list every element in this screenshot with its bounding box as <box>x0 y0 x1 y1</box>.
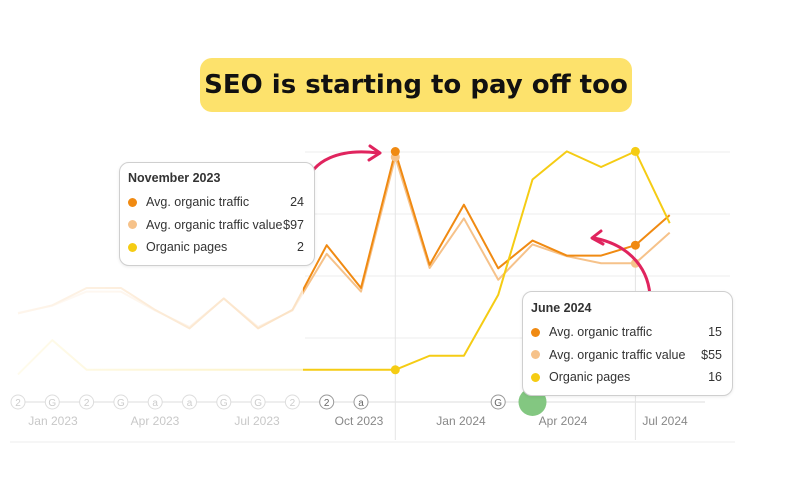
annotation-marker <box>353 394 369 410</box>
annotation-marker <box>284 394 300 410</box>
tooltip-row-traffic: Avg. organic traffic 15 <box>531 321 722 344</box>
legend-dot-icon <box>128 197 137 207</box>
annotation-marker-label: 2 <box>84 398 90 409</box>
highlight-point <box>390 365 400 375</box>
annotation-marker-label: a <box>187 398 193 409</box>
row-value: 2 <box>297 240 304 255</box>
x-tick-label: Apr 2024 <box>539 414 588 428</box>
legend-dot-icon <box>128 242 137 252</box>
annotation-marker <box>182 394 197 410</box>
row-value: 15 <box>708 325 722 340</box>
row-value: 16 <box>708 370 722 385</box>
annotation-marker <box>250 394 266 410</box>
tooltip-heading: November 2023 <box>128 171 221 185</box>
tooltip-june-2024: June 2024 Avg. organic traffic 15 Avg. or… <box>522 291 733 396</box>
annotation-marker <box>44 394 60 410</box>
arrow-head-icon <box>367 144 382 162</box>
highlight-point <box>630 240 640 250</box>
annotation-marker <box>216 394 232 410</box>
legend-dot-icon <box>531 327 540 337</box>
x-tick-label: Oct 2023 <box>335 414 384 428</box>
headline: SEO is starting to pay off too <box>200 58 632 112</box>
annotation-marker <box>79 394 95 410</box>
arrow-to-november <box>304 150 380 187</box>
row-value: 24 <box>290 195 304 210</box>
highlight-point <box>630 146 640 156</box>
row-value: $97 <box>283 217 304 232</box>
row-label: Avg. organic traffic value <box>146 217 283 232</box>
highlight-point <box>390 147 400 157</box>
x-tick-label: Jul 2023 <box>234 414 280 428</box>
tooltip-row-value: Avg. organic traffic value $55 <box>531 344 722 367</box>
annotation-marker-label: G <box>117 398 125 409</box>
annotation-marker-label: G <box>48 398 56 409</box>
legend-dot-icon <box>128 220 137 230</box>
annotation-marker-label: a <box>152 398 158 409</box>
tooltip-row-pages: Organic pages 16 <box>531 366 722 389</box>
tooltip-november-2023: November 2023 Avg. organic traffic 24 Avg… <box>119 162 315 266</box>
annotation-marker-label: a <box>358 398 364 409</box>
tooltip-heading: June 2024 <box>531 301 592 315</box>
legend-dot-icon <box>531 350 540 360</box>
annotation-marker <box>113 394 129 410</box>
annotation-marker <box>147 394 163 410</box>
legend-dot-icon <box>531 372 540 382</box>
tooltip-row-value: Avg. organic traffic value $97 <box>128 214 304 237</box>
tooltip-row-traffic: Avg. organic traffic 24 <box>128 191 304 214</box>
x-tick-label: Jan 2024 <box>436 414 486 428</box>
row-label: Avg. organic traffic value <box>549 347 686 362</box>
annotation-marker-label: G <box>254 398 262 409</box>
tooltip-row-pages: Organic pages 2 <box>128 236 304 259</box>
annotation-marker <box>490 394 506 410</box>
row-label: Avg. organic traffic <box>146 195 250 210</box>
annotation-marker <box>319 394 335 410</box>
annotation-marker-label: 2 <box>15 398 21 409</box>
row-label: Organic pages <box>146 240 228 255</box>
row-label: Organic pages <box>549 370 631 385</box>
arrow-head-icon <box>590 229 605 246</box>
annotation-marker-label: 2 <box>290 398 296 409</box>
annotation-marker-label: 2 <box>324 398 330 409</box>
x-tick-label: Jul 2024 <box>642 414 688 428</box>
x-tick-label: Jan 2023 <box>28 414 78 428</box>
annotation-marker <box>10 394 26 410</box>
annotation-marker-label: G <box>220 398 228 409</box>
x-tick-label: Apr 2023 <box>131 414 180 428</box>
annotation-marker-label: G <box>494 398 502 409</box>
row-label: Avg. organic traffic <box>549 325 653 340</box>
row-value: $55 <box>701 347 722 362</box>
